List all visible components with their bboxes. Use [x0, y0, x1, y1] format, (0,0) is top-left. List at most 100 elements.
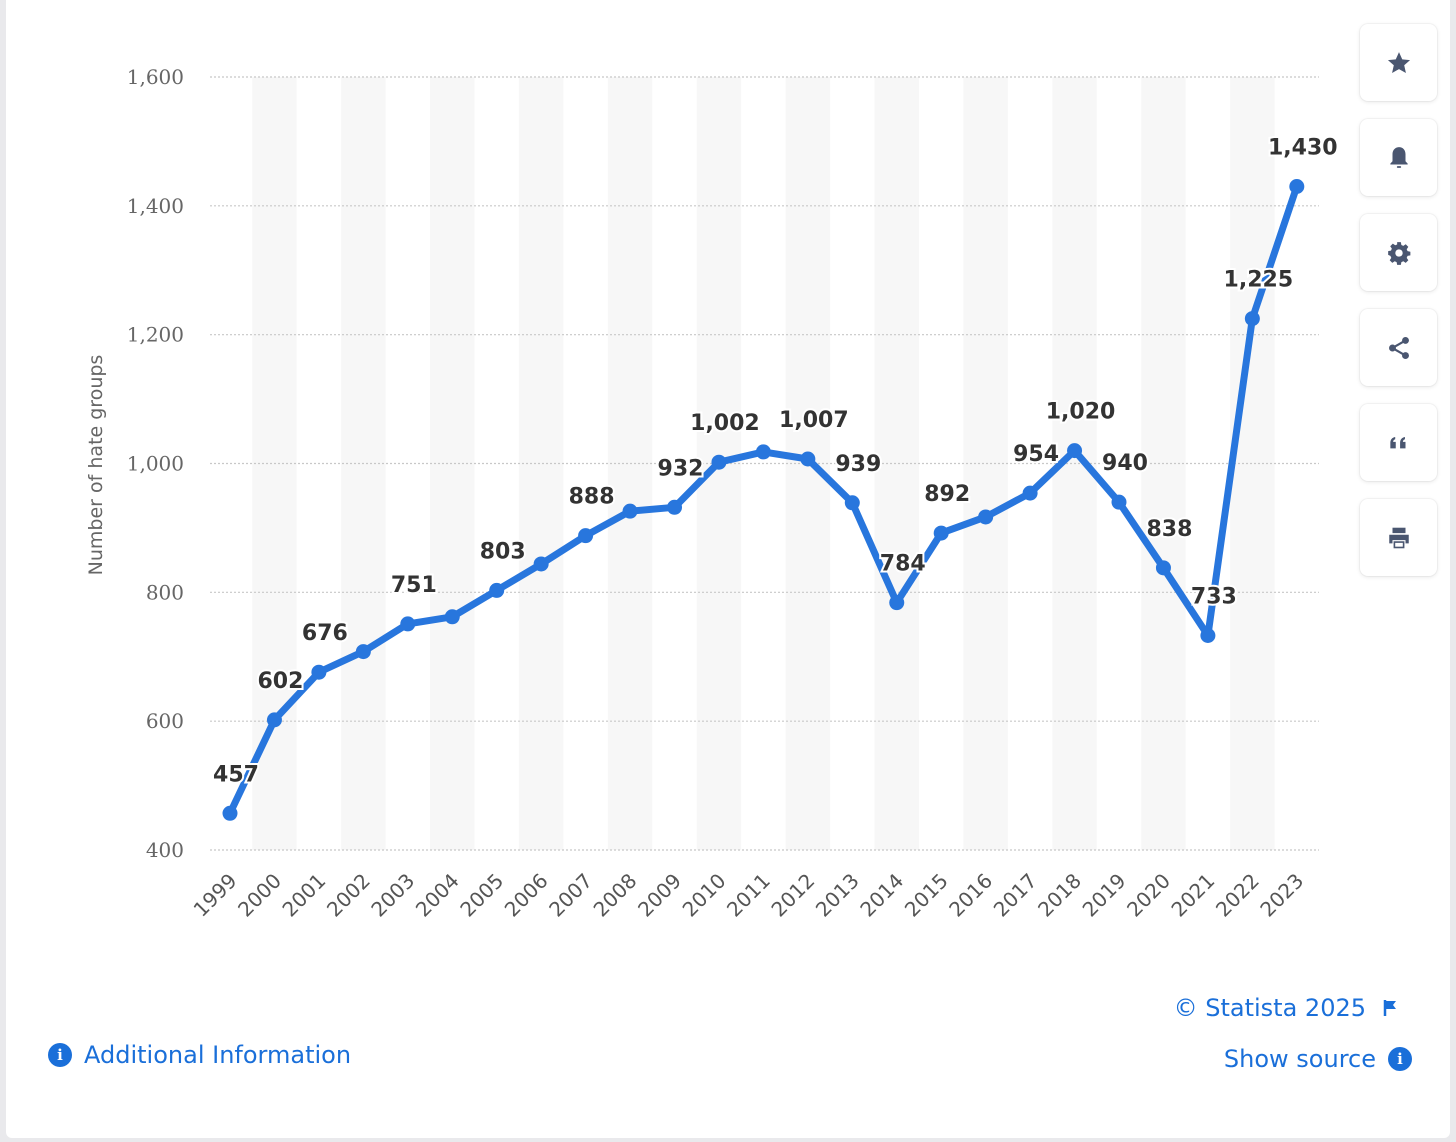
data-point	[222, 805, 238, 821]
data-label: 932	[658, 456, 704, 481]
gear-icon	[1387, 241, 1410, 265]
data-point	[311, 664, 327, 680]
bell-icon	[1389, 146, 1408, 168]
data-point	[489, 582, 505, 598]
y-tick-label: 600	[146, 709, 184, 733]
settings-button[interactable]	[1360, 214, 1437, 291]
x-tick-label: 2023	[1255, 869, 1308, 922]
favorite-button[interactable]	[1360, 24, 1437, 101]
x-tick-label: 2002	[322, 869, 375, 922]
x-tick-label: 2014	[855, 869, 908, 922]
y-axis-label: Number of hate groups	[85, 354, 107, 576]
data-point	[667, 499, 682, 515]
data-point	[444, 609, 460, 625]
x-tick-label: 2001	[277, 869, 330, 922]
info-icon: i	[48, 1043, 72, 1067]
x-tick-label: 2013	[811, 869, 864, 922]
print-button[interactable]	[1360, 499, 1437, 576]
data-point	[1067, 443, 1083, 459]
column-band	[518, 77, 564, 850]
x-tick-label: 2000	[233, 869, 286, 922]
y-tick-label: 1,400	[127, 194, 184, 218]
data-label: 1,007	[779, 408, 849, 433]
x-tick-label: 2005	[455, 869, 508, 922]
data-label: 1,225	[1224, 268, 1294, 293]
data-label: 457	[213, 762, 259, 787]
chart-card: 400 600 800 1,000 1,200 1,400 1,600 1999 2000 20…	[6, 0, 1450, 1138]
data-point	[533, 556, 549, 572]
flag-icon[interactable]	[1380, 998, 1400, 1018]
data-point	[1111, 494, 1127, 510]
data-point	[711, 454, 727, 470]
copyright-label: © Statista 2025	[1173, 994, 1366, 1022]
y-tick-label: 1,000	[127, 452, 184, 476]
data-point	[400, 616, 416, 632]
x-tick-label: 2009	[633, 869, 686, 922]
y-tick-label: 800	[146, 580, 184, 604]
data-point	[266, 712, 282, 728]
additional-information-label: Additional Information	[84, 1041, 352, 1069]
quote-icon	[1389, 436, 1405, 448]
x-tick-label: 2015	[900, 869, 953, 922]
data-point	[755, 444, 771, 460]
data-point	[355, 644, 371, 660]
data-label: 803	[480, 539, 526, 564]
y-tick-label: 400	[146, 838, 184, 862]
data-point	[844, 495, 860, 511]
data-point	[1289, 179, 1305, 195]
data-label: 784	[880, 552, 926, 577]
data-label: 954	[1013, 442, 1059, 467]
data-point	[1200, 627, 1216, 643]
data-label: 892	[924, 482, 970, 507]
x-tick-label: 2020	[1122, 869, 1175, 922]
x-tick-label: 2008	[589, 869, 642, 922]
data-point	[933, 525, 949, 541]
data-label: 939	[835, 452, 881, 477]
y-tick-label: 1,600	[127, 65, 184, 89]
data-point	[1155, 560, 1171, 576]
data-label: 733	[1191, 584, 1237, 609]
notification-button[interactable]	[1360, 119, 1437, 196]
share-button[interactable]	[1360, 309, 1437, 386]
cite-button[interactable]	[1360, 404, 1437, 481]
x-tick-label: 2006	[500, 869, 553, 922]
chart-toolbar	[1360, 24, 1437, 594]
show-source-link[interactable]: Show source i	[1224, 1045, 1412, 1073]
x-tick-label: 2012	[766, 869, 819, 922]
print-icon	[1388, 527, 1409, 548]
data-point	[800, 451, 816, 467]
x-tick-label: 1999	[189, 869, 242, 922]
data-label: 676	[302, 621, 348, 646]
data-label: 940	[1102, 451, 1148, 476]
data-label: 888	[569, 485, 615, 510]
data-point	[889, 595, 905, 611]
y-tick-label: 1,200	[127, 323, 184, 347]
x-tick-label: 2022	[1211, 869, 1264, 922]
data-label: 838	[1146, 517, 1192, 542]
data-label: 1,002	[690, 411, 760, 436]
x-tick-label: 2003	[366, 869, 419, 922]
info-icon: i	[1388, 1047, 1412, 1071]
data-point	[578, 528, 594, 544]
x-tick-label: 2021	[1166, 869, 1219, 922]
x-tick-label: 2004	[411, 869, 464, 922]
data-point	[978, 509, 994, 525]
x-tick-label: 2016	[944, 869, 997, 922]
series-line	[226, 183, 1301, 817]
show-source-label: Show source	[1223, 1045, 1376, 1073]
data-label: 602	[257, 669, 303, 694]
additional-information-link[interactable]: i Additional Information	[48, 1041, 351, 1069]
data-point	[1022, 485, 1038, 501]
data-label: 1,020	[1046, 400, 1116, 425]
share-icon	[1388, 336, 1409, 359]
x-tick-label: 2019	[1078, 869, 1131, 922]
x-tick-label: 2010	[678, 869, 731, 922]
data-label: 751	[391, 573, 437, 598]
x-tick-label: 2017	[989, 869, 1042, 922]
data-label: 1,430	[1268, 136, 1338, 161]
x-tick-label: 2018	[1033, 869, 1086, 922]
x-tick-label: 2007	[544, 869, 597, 922]
data-point	[1244, 311, 1260, 327]
copyright-notice: © Statista 2025	[1174, 994, 1400, 1022]
